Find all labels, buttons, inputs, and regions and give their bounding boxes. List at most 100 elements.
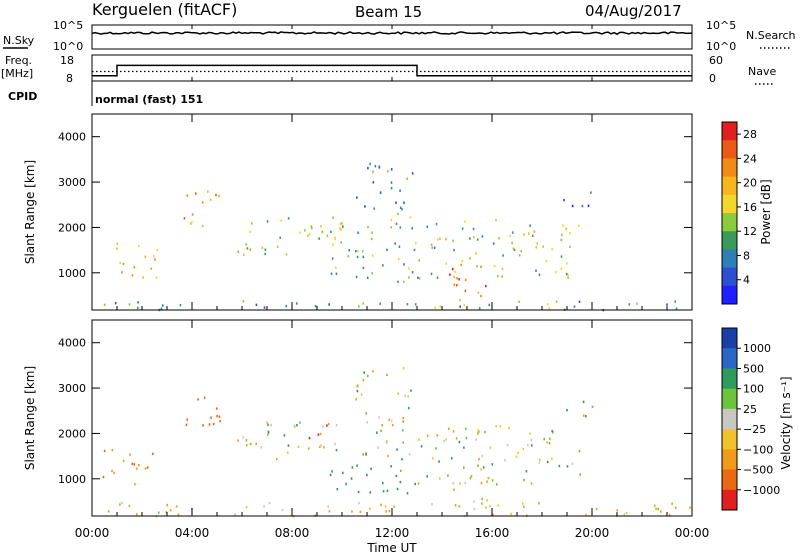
- scatter-cell: [177, 513, 180, 516]
- scatter-cell: [309, 233, 311, 236]
- scatter-cell: [482, 466, 485, 469]
- scatter-cell: [379, 191, 382, 194]
- scatter-cell: [566, 409, 568, 412]
- scatter-cell: [402, 420, 404, 423]
- scatter-cell: [380, 503, 382, 507]
- scatter-cell: [578, 300, 581, 303]
- scatter-cell: [499, 425, 502, 428]
- scatter-cell: [103, 303, 106, 307]
- scatter-cell: [521, 502, 524, 505]
- nsearch-tick-bottom: 10^0: [706, 40, 736, 53]
- scatter-cell: [386, 248, 388, 251]
- scatter-cell: [382, 490, 385, 493]
- scatter-cell: [569, 245, 571, 249]
- scatter-cell: [138, 244, 140, 248]
- scatter-cell: [122, 262, 125, 266]
- scatter-cell: [675, 307, 678, 310]
- scatter-cell: [535, 269, 537, 272]
- scatter-cell: [653, 504, 656, 507]
- scatter-cell: [102, 475, 105, 479]
- scatter-cell: [465, 436, 468, 440]
- scatter-cell: [493, 264, 496, 268]
- scatter-cell: [527, 444, 529, 447]
- scatter-cell: [477, 432, 479, 435]
- scatter-cell: [191, 213, 194, 216]
- scatter-cell: [501, 267, 504, 271]
- scatter-cell: [546, 303, 549, 306]
- scatter-cell: [469, 477, 472, 480]
- scatter-cell: [396, 448, 398, 451]
- scatter-cell: [369, 507, 371, 510]
- scatter-cell: [336, 488, 339, 491]
- scatter-cell: [485, 284, 487, 288]
- scatter-cell: [116, 247, 118, 250]
- scatter-cell: [237, 439, 239, 442]
- scatter-cell: [260, 446, 263, 449]
- power-heatmap: [103, 162, 678, 312]
- colorbar-segment: [722, 122, 737, 141]
- scatter-cell: [153, 255, 155, 258]
- scatter-cell: [323, 446, 325, 449]
- freq-label: Freq.: [5, 54, 32, 67]
- scatter-cell: [551, 457, 553, 461]
- scatter-cell: [361, 250, 364, 253]
- scatter-cell: [340, 228, 342, 231]
- scatter-cell: [625, 511, 628, 515]
- scatter-cell: [155, 276, 158, 279]
- scatter-cell: [377, 446, 379, 449]
- scatter-cell: [411, 172, 414, 175]
- scatter-cell: [449, 273, 451, 276]
- scatter-cell: [454, 504, 457, 507]
- scatter-cell: [366, 473, 368, 477]
- scatter-cell: [281, 508, 284, 512]
- scatter-cell: [531, 234, 534, 237]
- scatter-cell: [357, 490, 360, 494]
- scatter-cell: [473, 500, 475, 503]
- scatter-cell: [463, 466, 465, 469]
- scatter-cell: [411, 271, 414, 274]
- colorbar-segment: [722, 368, 737, 390]
- scatter-cell: [186, 194, 189, 197]
- scatter-cell: [183, 217, 186, 220]
- scatter-cell: [376, 431, 378, 434]
- scatter-cell: [379, 302, 381, 305]
- scatter-cell: [388, 418, 391, 421]
- scatter-cell: [555, 300, 558, 303]
- scatter-cell: [246, 247, 249, 250]
- scatter-cell: [406, 303, 409, 306]
- x-tick-label: 20:00: [575, 526, 610, 540]
- scatter-cell: [213, 422, 215, 426]
- scatter-cell: [340, 241, 342, 244]
- scatter-cell: [407, 395, 409, 398]
- scatter-cell: [465, 427, 467, 430]
- scatter-cell: [439, 305, 442, 308]
- scatter-cell: [201, 224, 204, 228]
- scatter-cell: [660, 510, 662, 513]
- scatter-cell: [381, 424, 383, 427]
- scatter-cell: [399, 226, 402, 229]
- scatter-cell: [562, 224, 564, 227]
- colorbar-segment: [722, 449, 737, 471]
- y-tick-label: 2000: [58, 427, 86, 440]
- scatter-cell: [406, 492, 409, 495]
- scatter-cell: [365, 412, 367, 415]
- scatter-cell: [538, 502, 540, 505]
- scatter-cell: [518, 254, 521, 257]
- scatter-cell: [511, 241, 513, 245]
- scatter-cell: [390, 226, 393, 229]
- scatter-cell: [342, 471, 344, 475]
- scatter-cell: [371, 272, 373, 275]
- scatter-cell: [175, 505, 178, 508]
- scatter-cell: [370, 237, 373, 241]
- scatter-cell: [463, 446, 465, 449]
- scatter-cell: [545, 259, 548, 263]
- scatter-cell: [152, 452, 154, 456]
- scatter-cell: [330, 272, 333, 275]
- scatter-cell: [530, 482, 533, 485]
- scatter-cell: [529, 432, 531, 435]
- scatter-cell: [386, 489, 389, 492]
- scatter-cell: [512, 247, 515, 250]
- time-axis-label: Time UT: [366, 541, 417, 554]
- scatter-cell: [478, 457, 480, 461]
- scatter-cell: [276, 245, 279, 248]
